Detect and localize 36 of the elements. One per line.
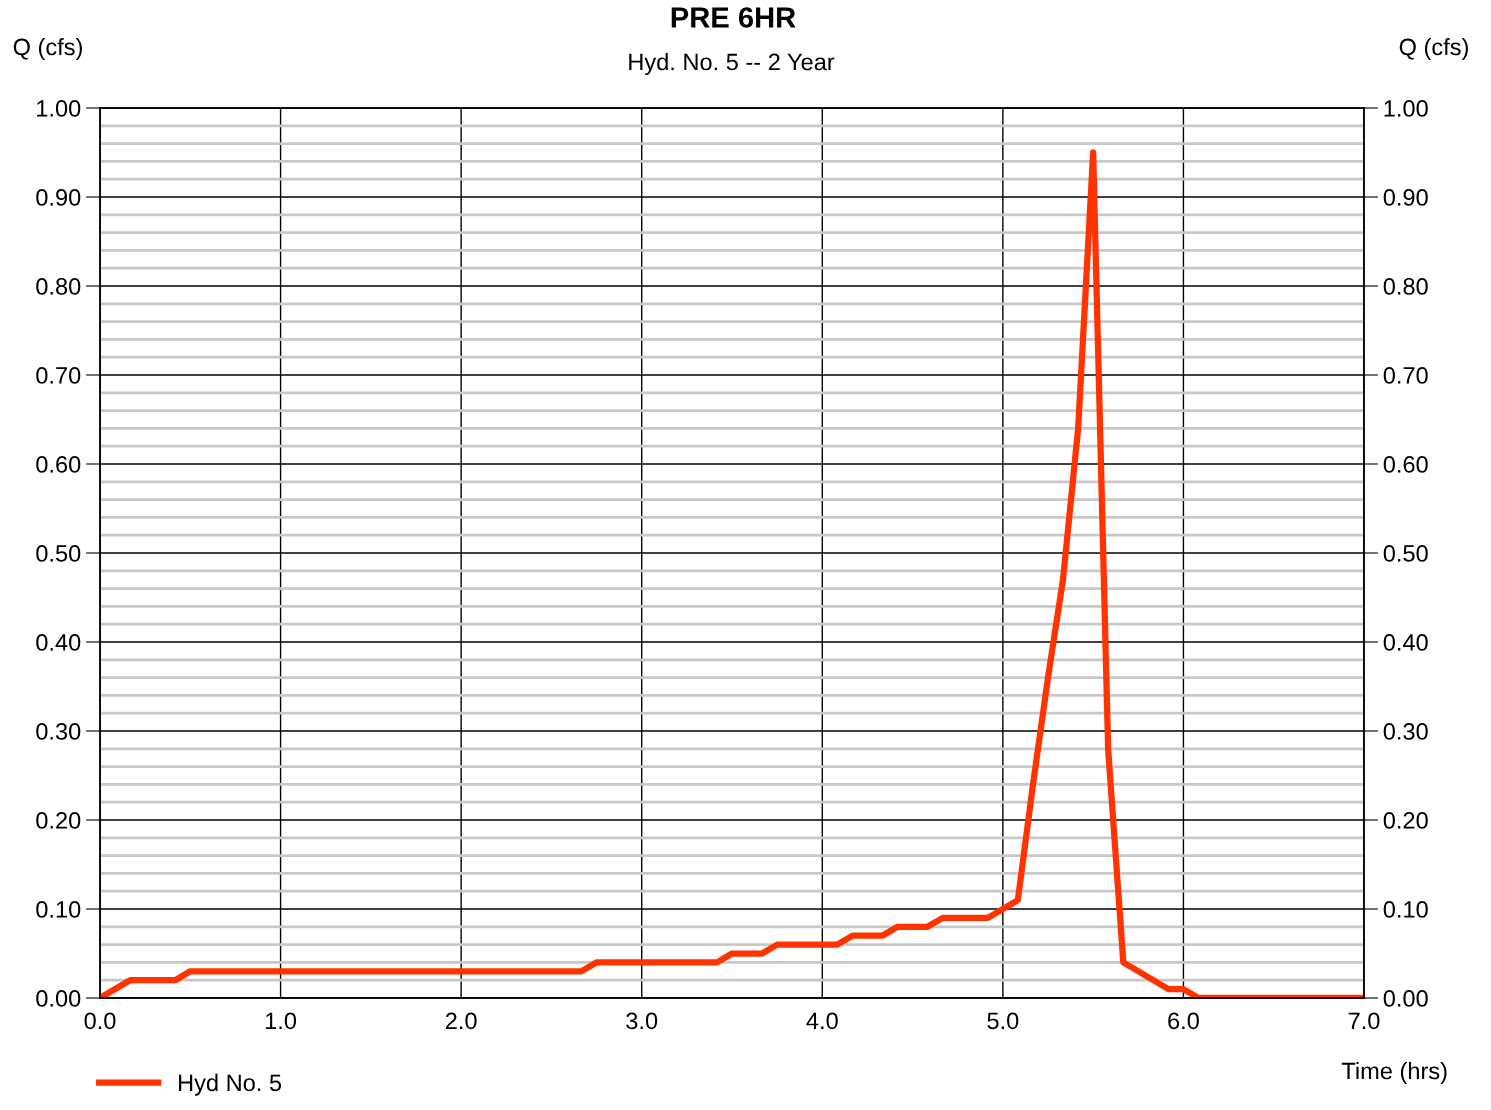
- x-tick-label: 3.0: [626, 1012, 658, 1030]
- y-tick-label: 0.70: [36, 367, 81, 384]
- y2-tick-label: 0.10: [1383, 901, 1428, 918]
- y2-tick-label: 0.80: [1383, 278, 1428, 295]
- x-tick-label: 2.0: [445, 1012, 477, 1030]
- y2-tick-label: 0.70: [1383, 367, 1428, 384]
- y-tick-label: 0.60: [36, 456, 81, 473]
- y2-tick-label: 0.60: [1383, 456, 1428, 473]
- y-tick-label: 0.40: [36, 634, 81, 651]
- y-tick-label: 0.00: [36, 990, 81, 1007]
- y2-axis-title: Q (cfs): [1399, 38, 1468, 60]
- x-tick-label: 0.0: [84, 1012, 116, 1030]
- y2-tick-label: 0.90: [1383, 189, 1428, 206]
- y-tick-label: 0.80: [36, 278, 81, 295]
- y-tick-label: 0.90: [36, 189, 81, 206]
- y2-tick-label: 0.20: [1383, 812, 1428, 829]
- x-tick-label: 5.0: [987, 1012, 1019, 1030]
- x-tick-label: 4.0: [806, 1012, 838, 1030]
- y2-tick-label: 0.50: [1383, 545, 1428, 562]
- y-tick-label: 0.20: [36, 812, 81, 829]
- legend-label: Hyd No. 5: [179, 1073, 282, 1096]
- y-tick-label: 0.50: [36, 545, 81, 562]
- y-axis-title: Q (cfs): [13, 38, 82, 60]
- y2-tick-label: 0.40: [1383, 634, 1428, 651]
- y2-tick-label: 0.30: [1383, 723, 1428, 740]
- chart-subtitle: Hyd. No. 5 -- 2 Year: [629, 53, 835, 75]
- y-tick-label: 0.30: [36, 723, 81, 740]
- x-tick-label: 1.0: [265, 1012, 297, 1030]
- y2-tick-label: 1.00: [1384, 100, 1428, 117]
- chart-title: PRE 6HR: [671, 7, 796, 28]
- x-tick-label: 7.0: [1348, 1012, 1380, 1030]
- x-axis-title: Time (hrs): [1341, 1061, 1447, 1084]
- y2-tick-label: 0.00: [1383, 990, 1428, 1007]
- y-tick-label: 1.00: [37, 100, 81, 117]
- x-tick-label: 6.0: [1168, 1012, 1199, 1030]
- y-tick-label: 0.10: [36, 901, 81, 918]
